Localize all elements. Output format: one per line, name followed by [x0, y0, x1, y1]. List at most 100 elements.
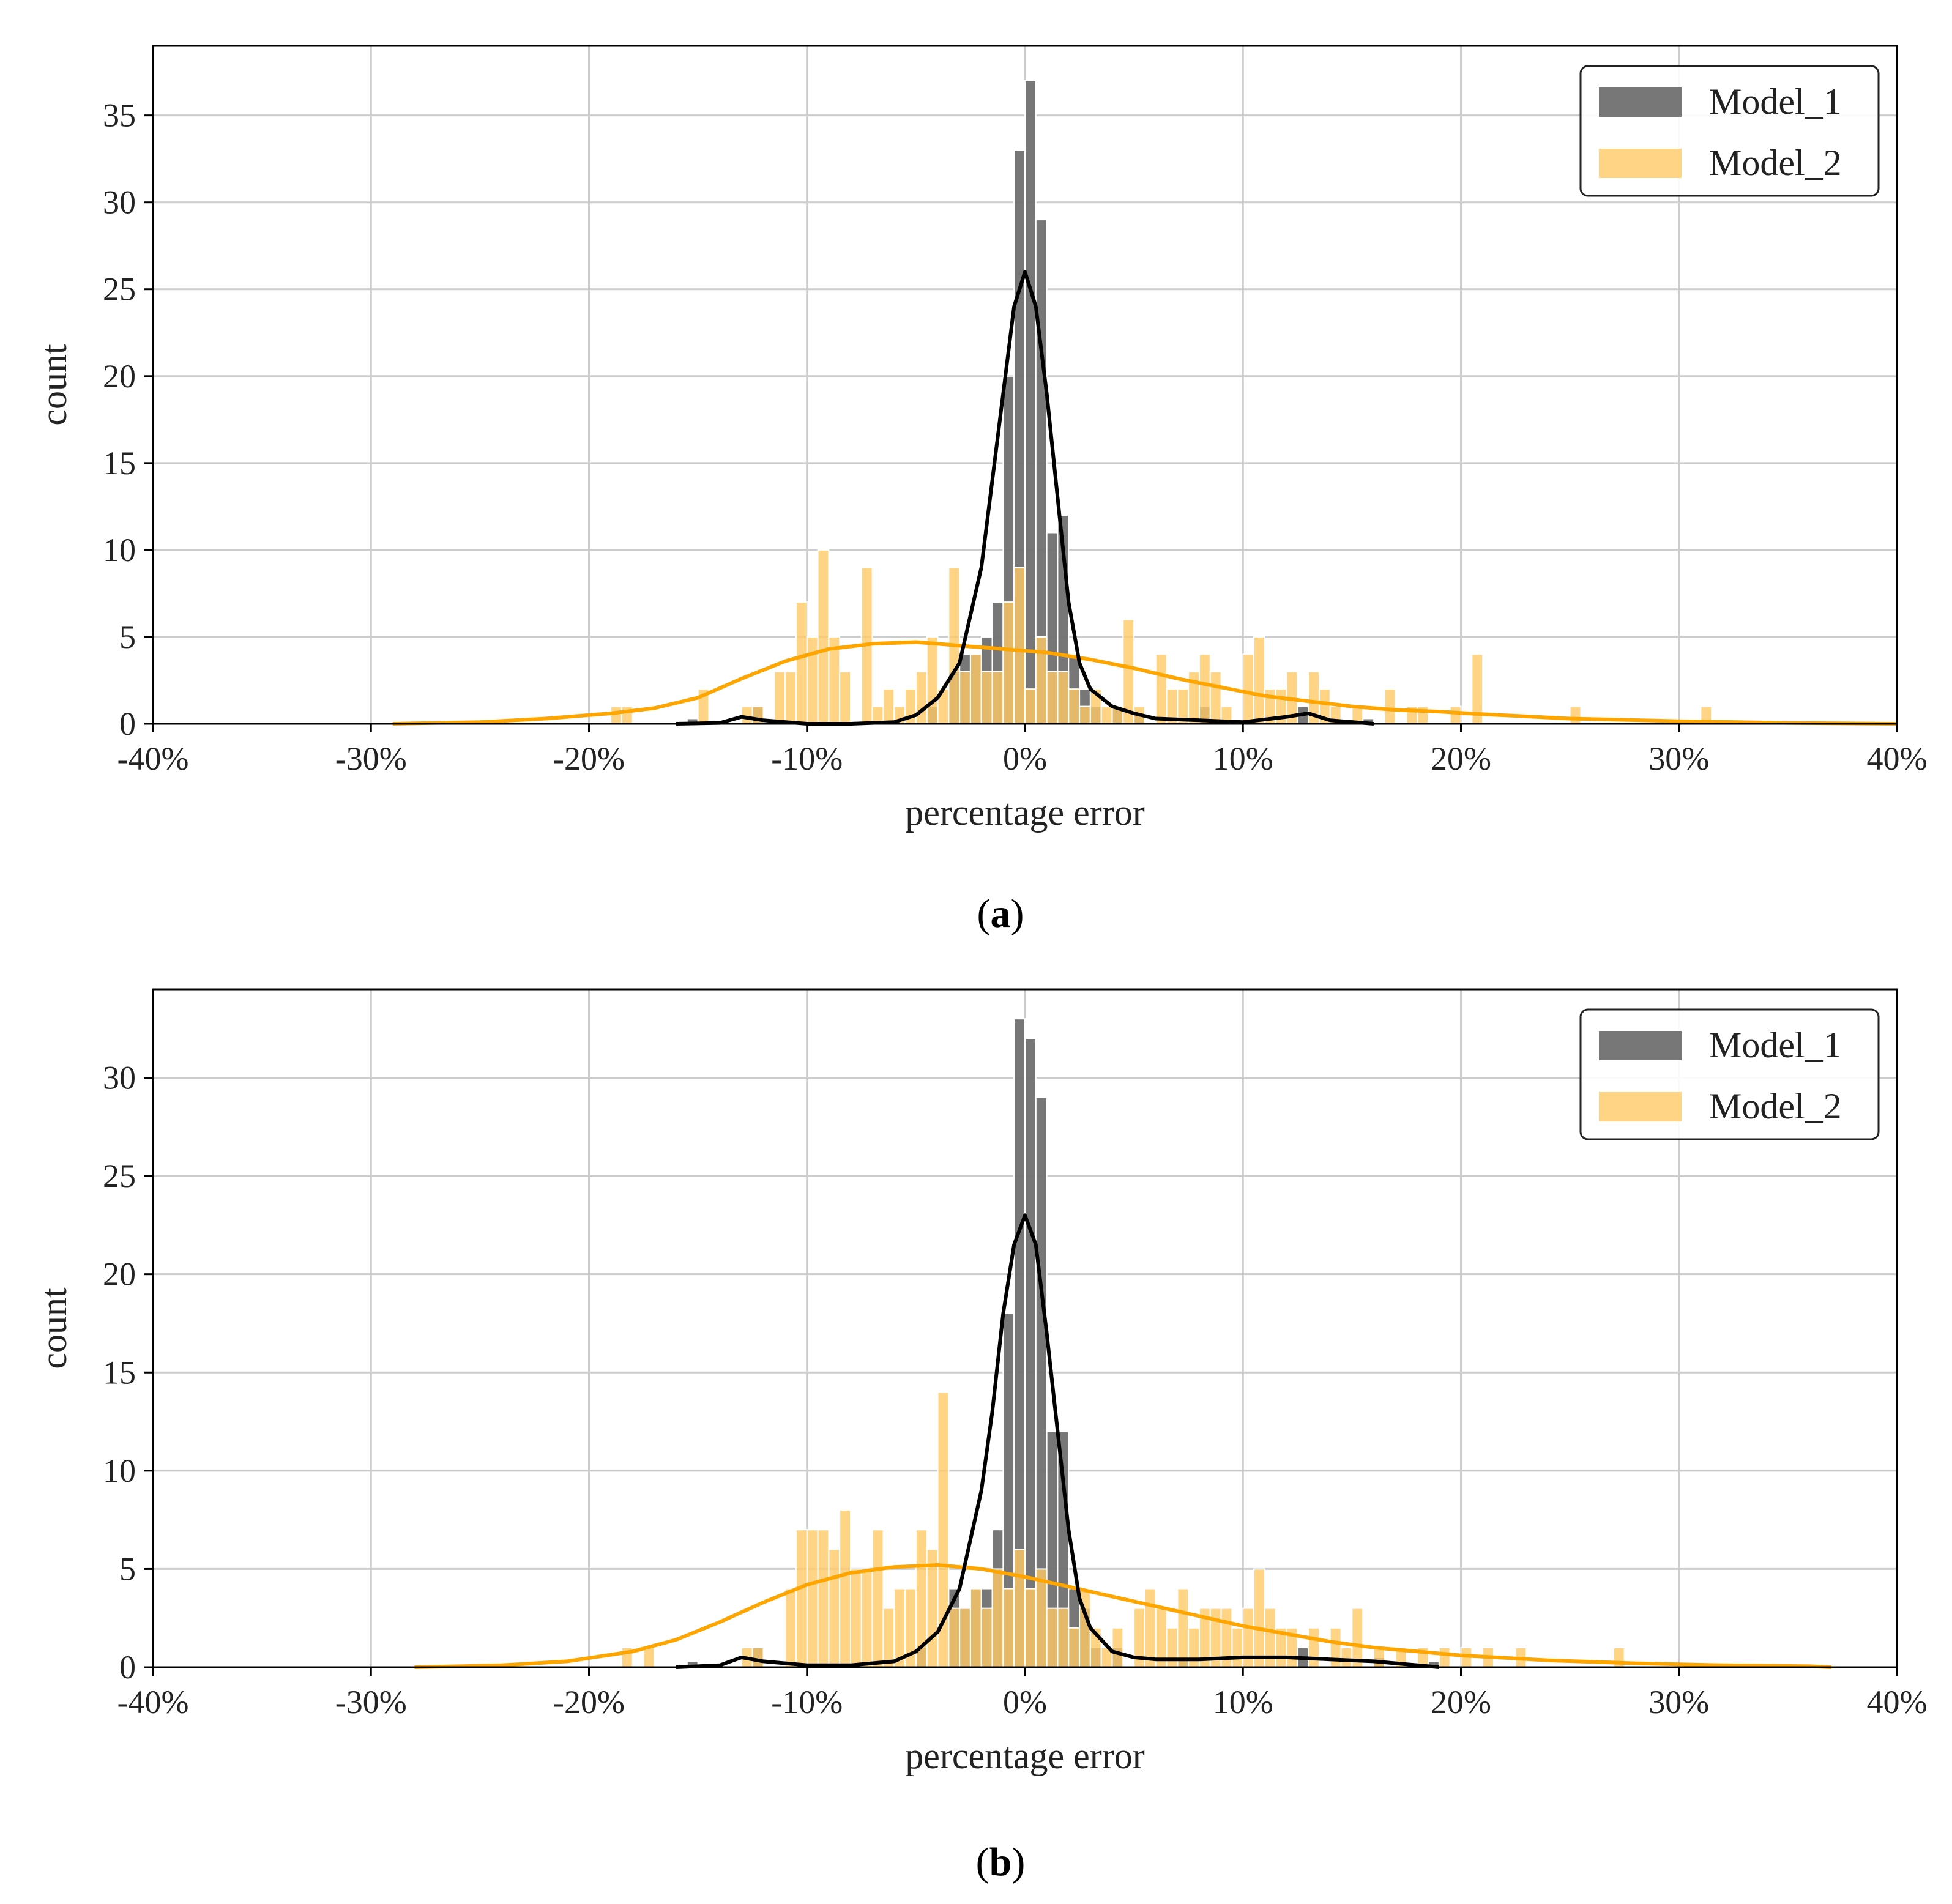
x-tick-label: 0%	[1003, 740, 1047, 777]
bar-model-2	[1253, 1568, 1265, 1668]
bar-model-2	[740, 705, 753, 724]
y-tick-label: 20	[103, 1256, 136, 1293]
bar-model-2	[1122, 619, 1135, 724]
y-tick-label: 5	[119, 619, 136, 655]
bar-model-2	[795, 1529, 808, 1668]
bar-model-2	[959, 1607, 971, 1668]
y-tick-label: 10	[103, 1452, 136, 1489]
kde-line-model-2	[392, 640, 1898, 726]
y-tick-label: 0	[119, 705, 136, 742]
bar-model-2	[784, 671, 797, 725]
bar-model-2	[948, 1607, 961, 1668]
bar-model-2	[1024, 688, 1037, 724]
bar-model-1	[1024, 1038, 1037, 1668]
bar-model-2	[959, 671, 971, 725]
y-tick-label: 20	[103, 358, 136, 395]
x-tick-label: -40%	[117, 1684, 189, 1720]
kde-line-model-1	[676, 1213, 1440, 1669]
bar-model-2	[1068, 1627, 1081, 1668]
caption-letter: b	[989, 1840, 1012, 1884]
x-tick-label: -40%	[117, 740, 189, 777]
bar-model-2	[980, 671, 993, 725]
y-tick-label: 15	[103, 1354, 136, 1391]
y-tick-label: 0	[119, 1649, 136, 1686]
bar-model-2	[882, 1607, 895, 1668]
y-tick-label: 35	[103, 97, 136, 134]
y-tick-label: 15	[103, 445, 136, 482]
legend-label-model-1: Model_1	[1709, 81, 1842, 122]
bar-model-2	[784, 1588, 797, 1668]
bar-model-2	[1340, 1646, 1353, 1668]
caption-open: (	[977, 891, 991, 936]
caption-close: )	[1011, 1840, 1025, 1884]
bar-model-2	[1166, 1627, 1179, 1668]
x-tick-label: -10%	[771, 740, 843, 777]
legend-swatch-model-2	[1599, 1092, 1682, 1121]
bar-model-2	[1155, 653, 1168, 725]
chart-b: -40% -30% -20% -10% 0% 10% 20% 30% 40% 0 5 10 15 20 25…	[34, 988, 1928, 1884]
bar-model-2	[839, 1509, 851, 1668]
bar-model-2	[1035, 636, 1048, 725]
bar-model-2	[1100, 705, 1113, 724]
bar-model-2	[1384, 688, 1396, 724]
bar-model-2	[871, 1529, 884, 1668]
bar-model-2	[773, 671, 786, 725]
x-tick-label: -30%	[335, 740, 407, 777]
bar-model-2	[817, 1529, 830, 1668]
caption-open: (	[976, 1840, 989, 1884]
bar-model-2	[980, 1607, 993, 1668]
bar-model-2	[1308, 1627, 1320, 1668]
bar-model-2	[1046, 671, 1059, 725]
bar-model-2	[1231, 1627, 1244, 1668]
caption-letter: a	[991, 891, 1011, 936]
bar-model-2	[1199, 653, 1211, 725]
legend-swatch-model-2	[1599, 149, 1682, 178]
chart-a: -40% -30% -20% -10% 0% 10% 20% 30% 40% 0 5 10 15 20 25…	[34, 45, 1928, 936]
x-tick-label: -30%	[335, 1684, 407, 1720]
x-tick-label: 0%	[1003, 1684, 1047, 1720]
x-tick-label: 30%	[1648, 1684, 1709, 1720]
bar-model-2	[991, 671, 1004, 725]
bar-model-2	[1569, 705, 1582, 724]
bar-model-2	[643, 1646, 655, 1668]
x-tick-label: 40%	[1867, 1684, 1928, 1720]
bar-model-2	[1242, 653, 1255, 725]
x-tick-label: 30%	[1648, 740, 1709, 777]
bar-model-2	[1079, 705, 1091, 724]
bar-model-1	[1024, 80, 1037, 724]
bar-model-2	[1438, 1646, 1451, 1668]
figure-caption: (b)	[976, 1840, 1026, 1884]
x-tick-label: 20%	[1431, 1684, 1491, 1720]
y-axis-title: count	[34, 344, 74, 426]
figure-caption: (a)	[977, 891, 1024, 936]
y-tick-label: 30	[103, 1060, 136, 1096]
x-tick-label: 10%	[1213, 740, 1273, 777]
bar-model-2	[1351, 1607, 1364, 1668]
y-tick-label: 25	[103, 1158, 136, 1194]
bar-model-2	[1013, 1549, 1026, 1668]
x-tick-label: 40%	[1867, 740, 1928, 777]
legend-swatch-model-1	[1599, 1031, 1682, 1060]
bar-model-2	[1144, 1588, 1157, 1668]
x-tick-label: -20%	[553, 740, 625, 777]
x-tick-label: 10%	[1213, 1684, 1273, 1720]
bar-model-2	[1188, 1627, 1200, 1668]
bar-model-2	[620, 705, 633, 724]
y-tick-label: 30	[103, 184, 136, 221]
bar-model-2	[1449, 705, 1462, 724]
x-axis-title: percentage error	[905, 792, 1144, 833]
legend-label-model-2: Model_2	[1709, 1086, 1842, 1126]
bar-model-2	[969, 653, 982, 725]
bar-model-2	[828, 1549, 841, 1668]
bar-model-2	[991, 1568, 1004, 1668]
y-tick-label: 10	[103, 532, 136, 568]
bar-model-2	[1002, 601, 1015, 725]
bar-model-2	[806, 1529, 819, 1668]
bar-model-2	[806, 636, 819, 725]
bar-model-2	[882, 688, 895, 724]
x-tick-label: -10%	[771, 1684, 843, 1720]
bar-model-2	[795, 601, 808, 725]
bar-model-2	[1068, 688, 1081, 724]
bar-model-2	[1035, 1568, 1048, 1668]
